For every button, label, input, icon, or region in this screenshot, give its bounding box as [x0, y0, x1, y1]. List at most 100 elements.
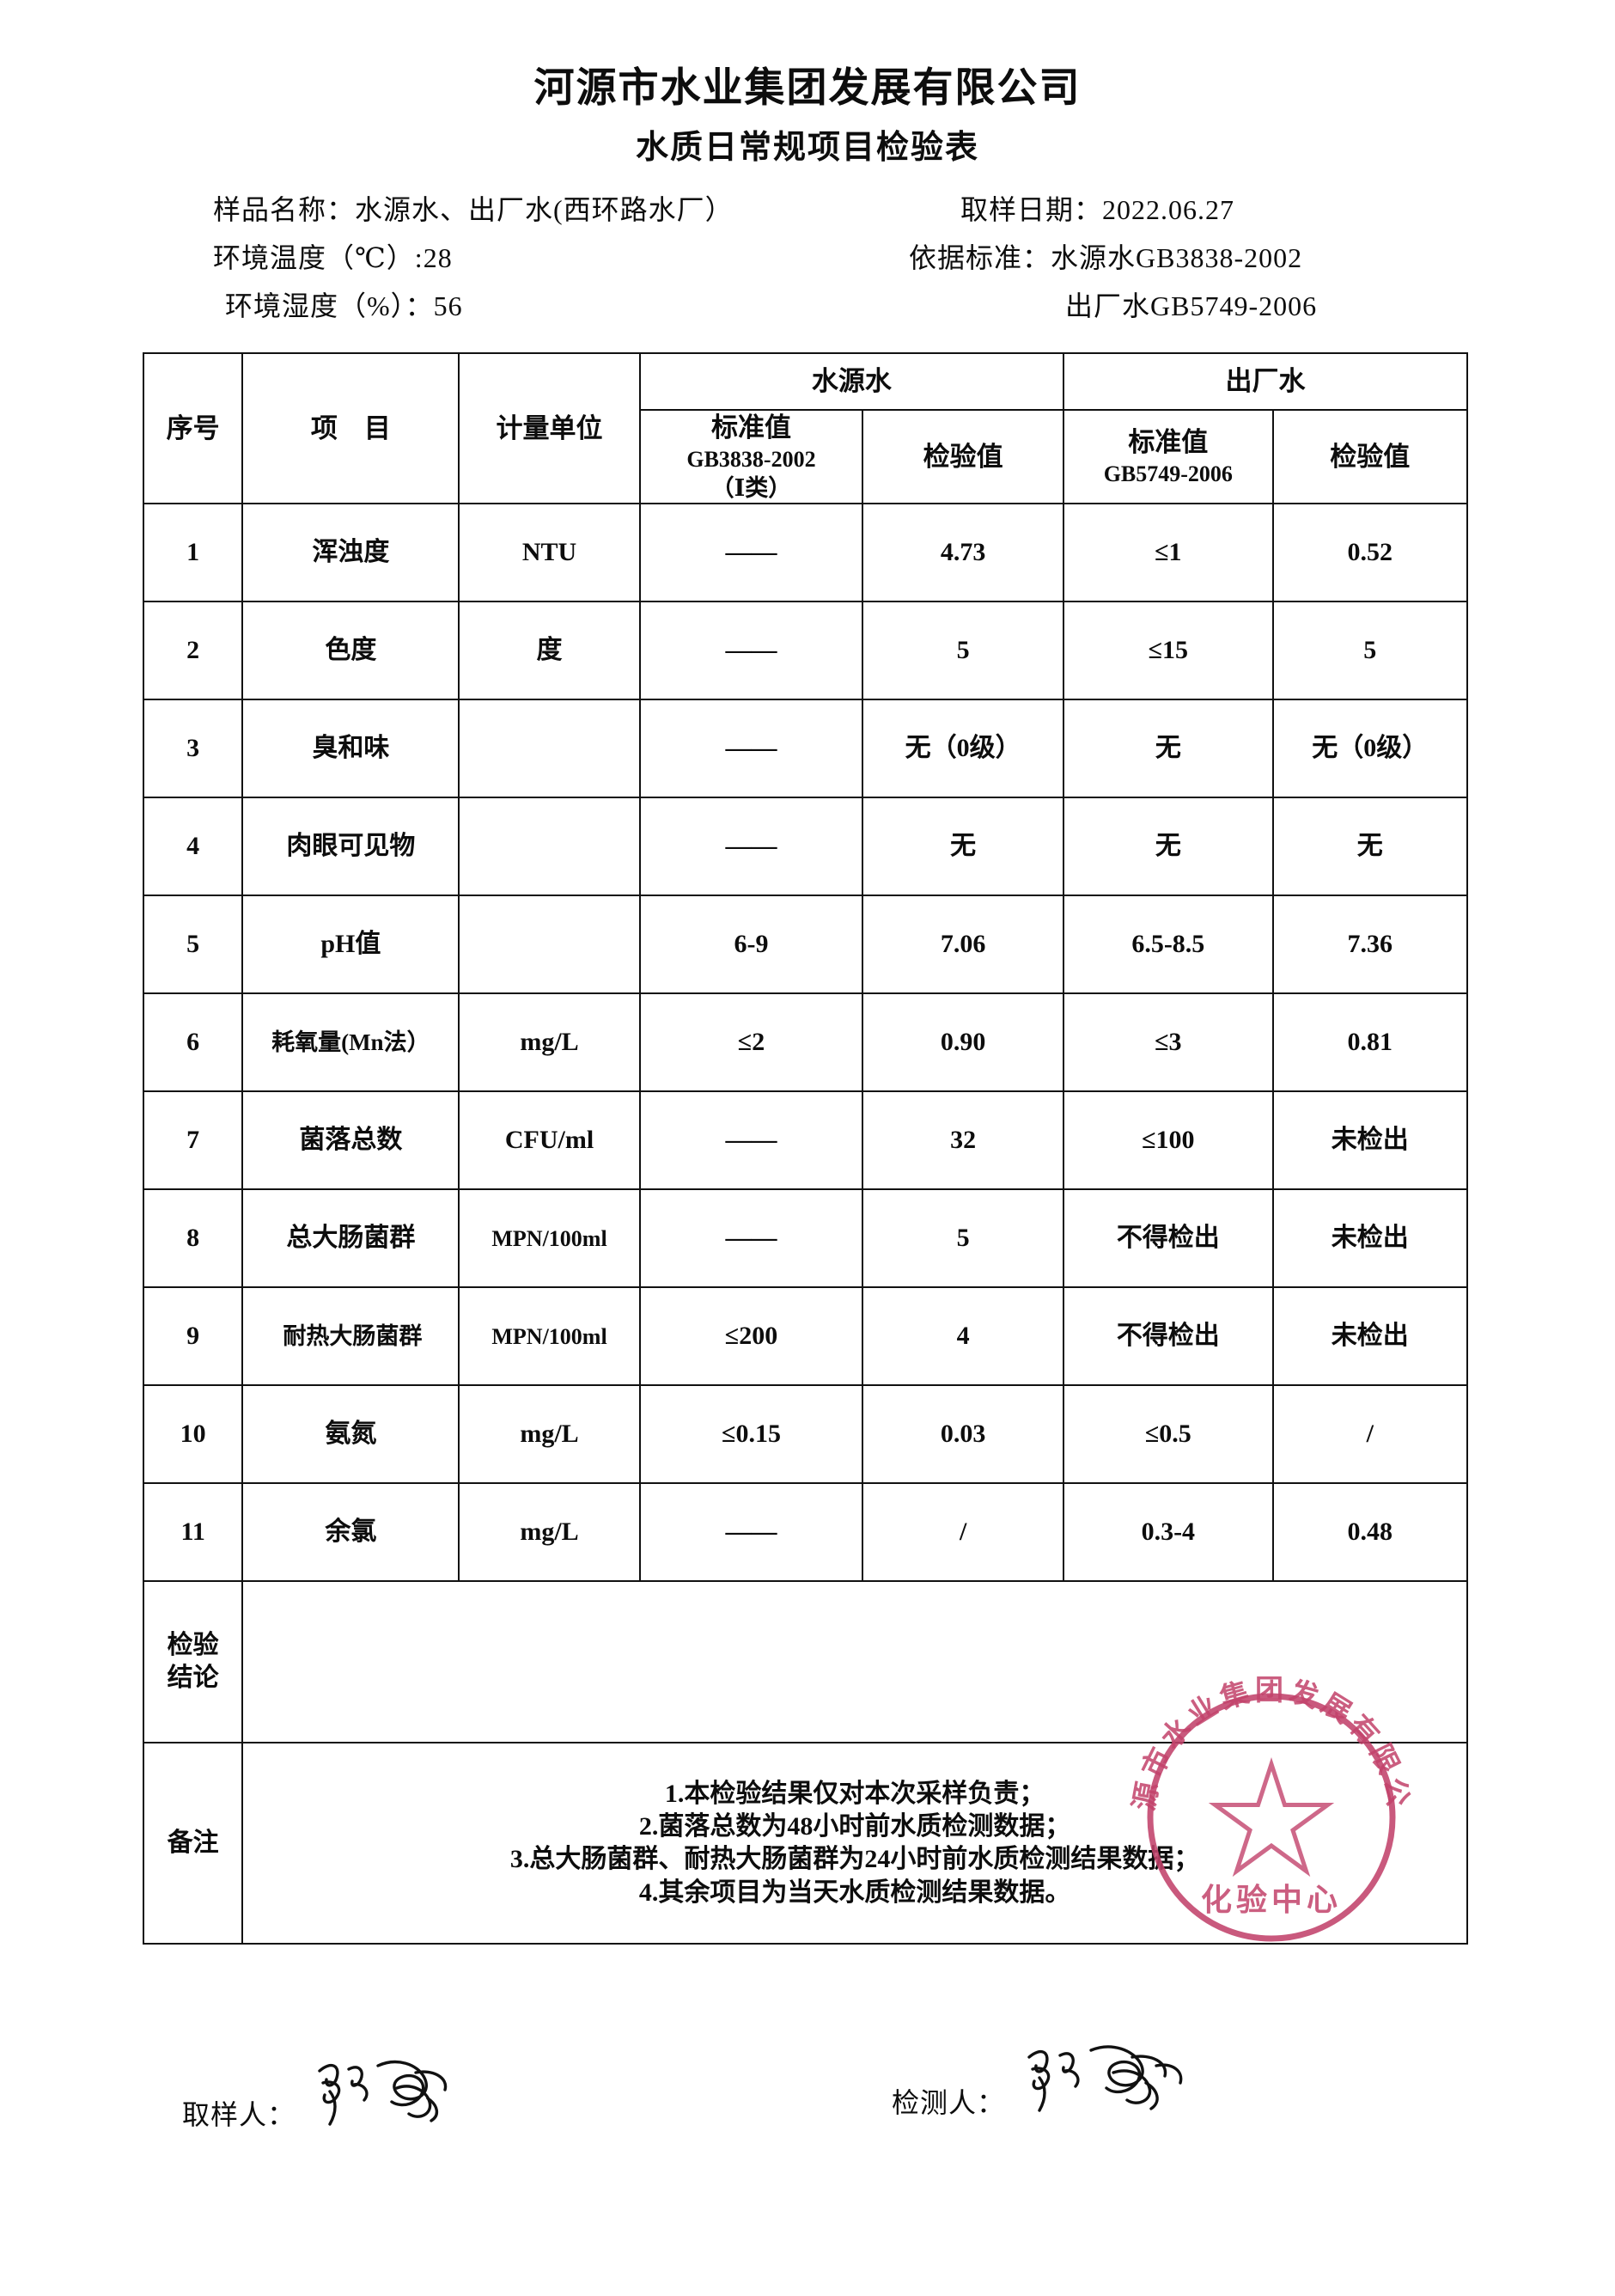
row-item: 总大肠菌群 — [241, 1188, 460, 1289]
sampling-date-value: 2022.06.27 — [1102, 194, 1235, 226]
table-head: 序号 项 目 计量单位 水源水 出厂水 标准值 GB3838-2002 （Ⅰ类）… — [142, 351, 1469, 505]
conclusion-value — [241, 1580, 1468, 1744]
table-row: 2 色度 度 —— 5 ≤15 5 — [142, 601, 1469, 701]
sampling-date-row: 取样日期：2022.06.27 — [960, 188, 1234, 228]
row-finished-standard: ≤0.5 — [1063, 1384, 1274, 1485]
row-no: 3 — [142, 699, 244, 799]
table-row: 3 臭和味 —— 无（0级） 无 无（0级） — [142, 699, 1469, 799]
standard-finished-water: 出厂水GB5749-2006 — [1065, 290, 1318, 322]
row-no: 8 — [142, 1188, 244, 1289]
row-item: 耗氧量(Mn法） — [241, 992, 460, 1093]
row-source-standard: —— — [638, 797, 864, 897]
row-item: pH值 — [241, 895, 460, 995]
row-item: 耐热大肠菌群 — [241, 1286, 460, 1387]
row-no: 9 — [142, 1286, 244, 1387]
conclusion-row: 检验 结论 — [142, 1580, 1468, 1744]
row-finished-value: 无（0级） — [1271, 699, 1469, 799]
row-finished-standard: ≤100 — [1063, 1090, 1274, 1191]
signature-footer: 取样人： 检测人： — [0, 2035, 1615, 2189]
row-unit: MPN/100ml — [458, 1188, 641, 1289]
row-unit: NTU — [458, 503, 641, 603]
row-unit: mg/L — [458, 992, 641, 1093]
row-finished-value: / — [1271, 1384, 1469, 1485]
row-source-value: 4.73 — [862, 503, 1065, 603]
tester-label: 检测人： — [892, 2087, 1006, 2118]
row-source-value: / — [862, 1482, 1065, 1583]
row-unit: MPN/100ml — [458, 1286, 641, 1387]
row-finished-standard: ≤1 — [1063, 503, 1274, 603]
row-source-value: 无（0级） — [862, 699, 1065, 799]
row-unit: mg/L — [458, 1384, 641, 1485]
row-finished-value: 0.48 — [1271, 1482, 1469, 1583]
sample-name-value: 水源水、出厂水(西环路水厂） — [355, 194, 734, 226]
remark-line: 2.菌落总数为48小时前水质检测数据； — [638, 1812, 1071, 1841]
standard-basis-label: 依据标准： — [909, 242, 1051, 274]
row-source-standard: —— — [638, 601, 864, 701]
col-header-no: 序号 — [142, 351, 244, 505]
table-row: 7 菌落总数 CFU/ml —— 32 ≤100 未检出 — [142, 1090, 1469, 1191]
col-header-finished-measured: 检验值 — [1271, 408, 1469, 505]
ambient-temperature: 环境温度（℃）:28 — [213, 242, 453, 274]
row-source-value: 无 — [862, 797, 1065, 897]
row-finished-value: 0.81 — [1271, 992, 1469, 1093]
row-finished-value: 5 — [1271, 601, 1469, 701]
row-finished-standard: ≤3 — [1063, 992, 1274, 1093]
header-row-subcols: 标准值 GB3838-2002 （Ⅰ类） 检验值 标准值 GB5749-2006… — [143, 408, 1469, 505]
meta-info: 样品名称：水源水、出厂水(西环路水厂） 取样日期：2022.06.27 环境温度… — [0, 188, 1615, 321]
remark-line: 3.总大肠菌群、耐热大肠菌群为24小时前水质检测结果数据； — [509, 1845, 1200, 1874]
row-no: 4 — [142, 797, 244, 897]
source-standard-gb: GB3838-2002 — [686, 446, 816, 472]
row-finished-value: 0.52 — [1271, 503, 1469, 603]
table-row: 11 余氯 mg/L —— / 0.3-4 0.48 — [142, 1482, 1469, 1583]
results-table: 序号 项 目 计量单位 水源水 出厂水 标准值 GB3838-2002 （Ⅰ类）… — [142, 351, 1469, 1945]
table-row: 10 氨氮 mg/L ≤0.15 0.03 ≤0.5 / — [142, 1384, 1469, 1485]
row-unit: mg/L — [458, 1482, 641, 1583]
row-source-standard: —— — [638, 503, 864, 603]
row-no: 5 — [142, 895, 244, 995]
row-finished-standard: 不得检出 — [1063, 1188, 1274, 1289]
header-row-groups: 序号 项 目 计量单位 水源水 出厂水 — [142, 351, 1468, 505]
tester-signature-block: 检测人： — [892, 2035, 1192, 2121]
row-finished-standard: 不得检出 — [1063, 1286, 1274, 1387]
row-finished-standard: 无 — [1063, 699, 1274, 799]
row-source-standard: —— — [638, 699, 864, 799]
row-unit — [458, 895, 641, 995]
row-source-value: 7.06 — [862, 895, 1065, 995]
finished-standard-main: 标准值 — [1128, 427, 1209, 458]
row-item: 色度 — [241, 601, 460, 701]
row-item: 余氯 — [241, 1482, 460, 1583]
results-table-wrapper: 序号 项 目 计量单位 水源水 出厂水 标准值 GB3838-2002 （Ⅰ类）… — [142, 351, 1469, 1945]
row-source-value: 5 — [862, 1188, 1065, 1289]
row-unit: 度 — [458, 601, 641, 701]
row-finished-value: 无 — [1271, 797, 1469, 897]
row-item: 浑浊度 — [241, 503, 460, 603]
row-no: 2 — [142, 601, 244, 701]
report-title: 水质日常规项目检验表 — [635, 129, 979, 166]
row-finished-standard: ≤15 — [1063, 601, 1274, 701]
row-source-value: 0.03 — [862, 1384, 1065, 1485]
row-source-standard: —— — [638, 1090, 864, 1191]
table-body: 1 浑浊度 NTU —— 4.73 ≤1 0.52 2 色度 度 —— 5 ≤1… — [142, 503, 1469, 1945]
row-source-value: 4 — [862, 1286, 1065, 1387]
sample-name-row: 样品名称：水源水、出厂水(西环路水厂） — [213, 188, 734, 228]
sampler-signature-mark — [311, 2052, 474, 2129]
sample-name-label: 样品名称： — [213, 194, 356, 226]
row-no: 7 — [142, 1090, 244, 1191]
table-row: 5 pH值 6-9 7.06 6.5-8.5 7.36 — [142, 895, 1469, 995]
sampler-signature-block: 取样人： — [182, 2047, 474, 2133]
row-finished-value: 未检出 — [1271, 1090, 1469, 1191]
source-standard-class: （Ⅰ类） — [710, 474, 792, 501]
row-item: 臭和味 — [241, 699, 460, 799]
row-unit — [458, 797, 641, 897]
row-source-value: 0.90 — [862, 992, 1065, 1093]
row-no: 6 — [142, 992, 244, 1093]
table-row: 6 耗氧量(Mn法） mg/L ≤2 0.90 ≤3 0.81 — [142, 992, 1469, 1093]
col-header-unit: 计量单位 — [458, 351, 641, 505]
row-no: 11 — [142, 1482, 244, 1583]
table-row: 4 肉眼可见物 —— 无 无 无 — [142, 797, 1469, 897]
remark-line: 4.其余项目为当天水质检测结果数据。 — [638, 1878, 1071, 1907]
col-header-finished-standard: 标准值 GB5749-2006 — [1063, 408, 1274, 505]
row-unit — [458, 699, 641, 799]
row-finished-value: 未检出 — [1271, 1188, 1469, 1289]
row-source-standard: 6-9 — [638, 895, 864, 995]
